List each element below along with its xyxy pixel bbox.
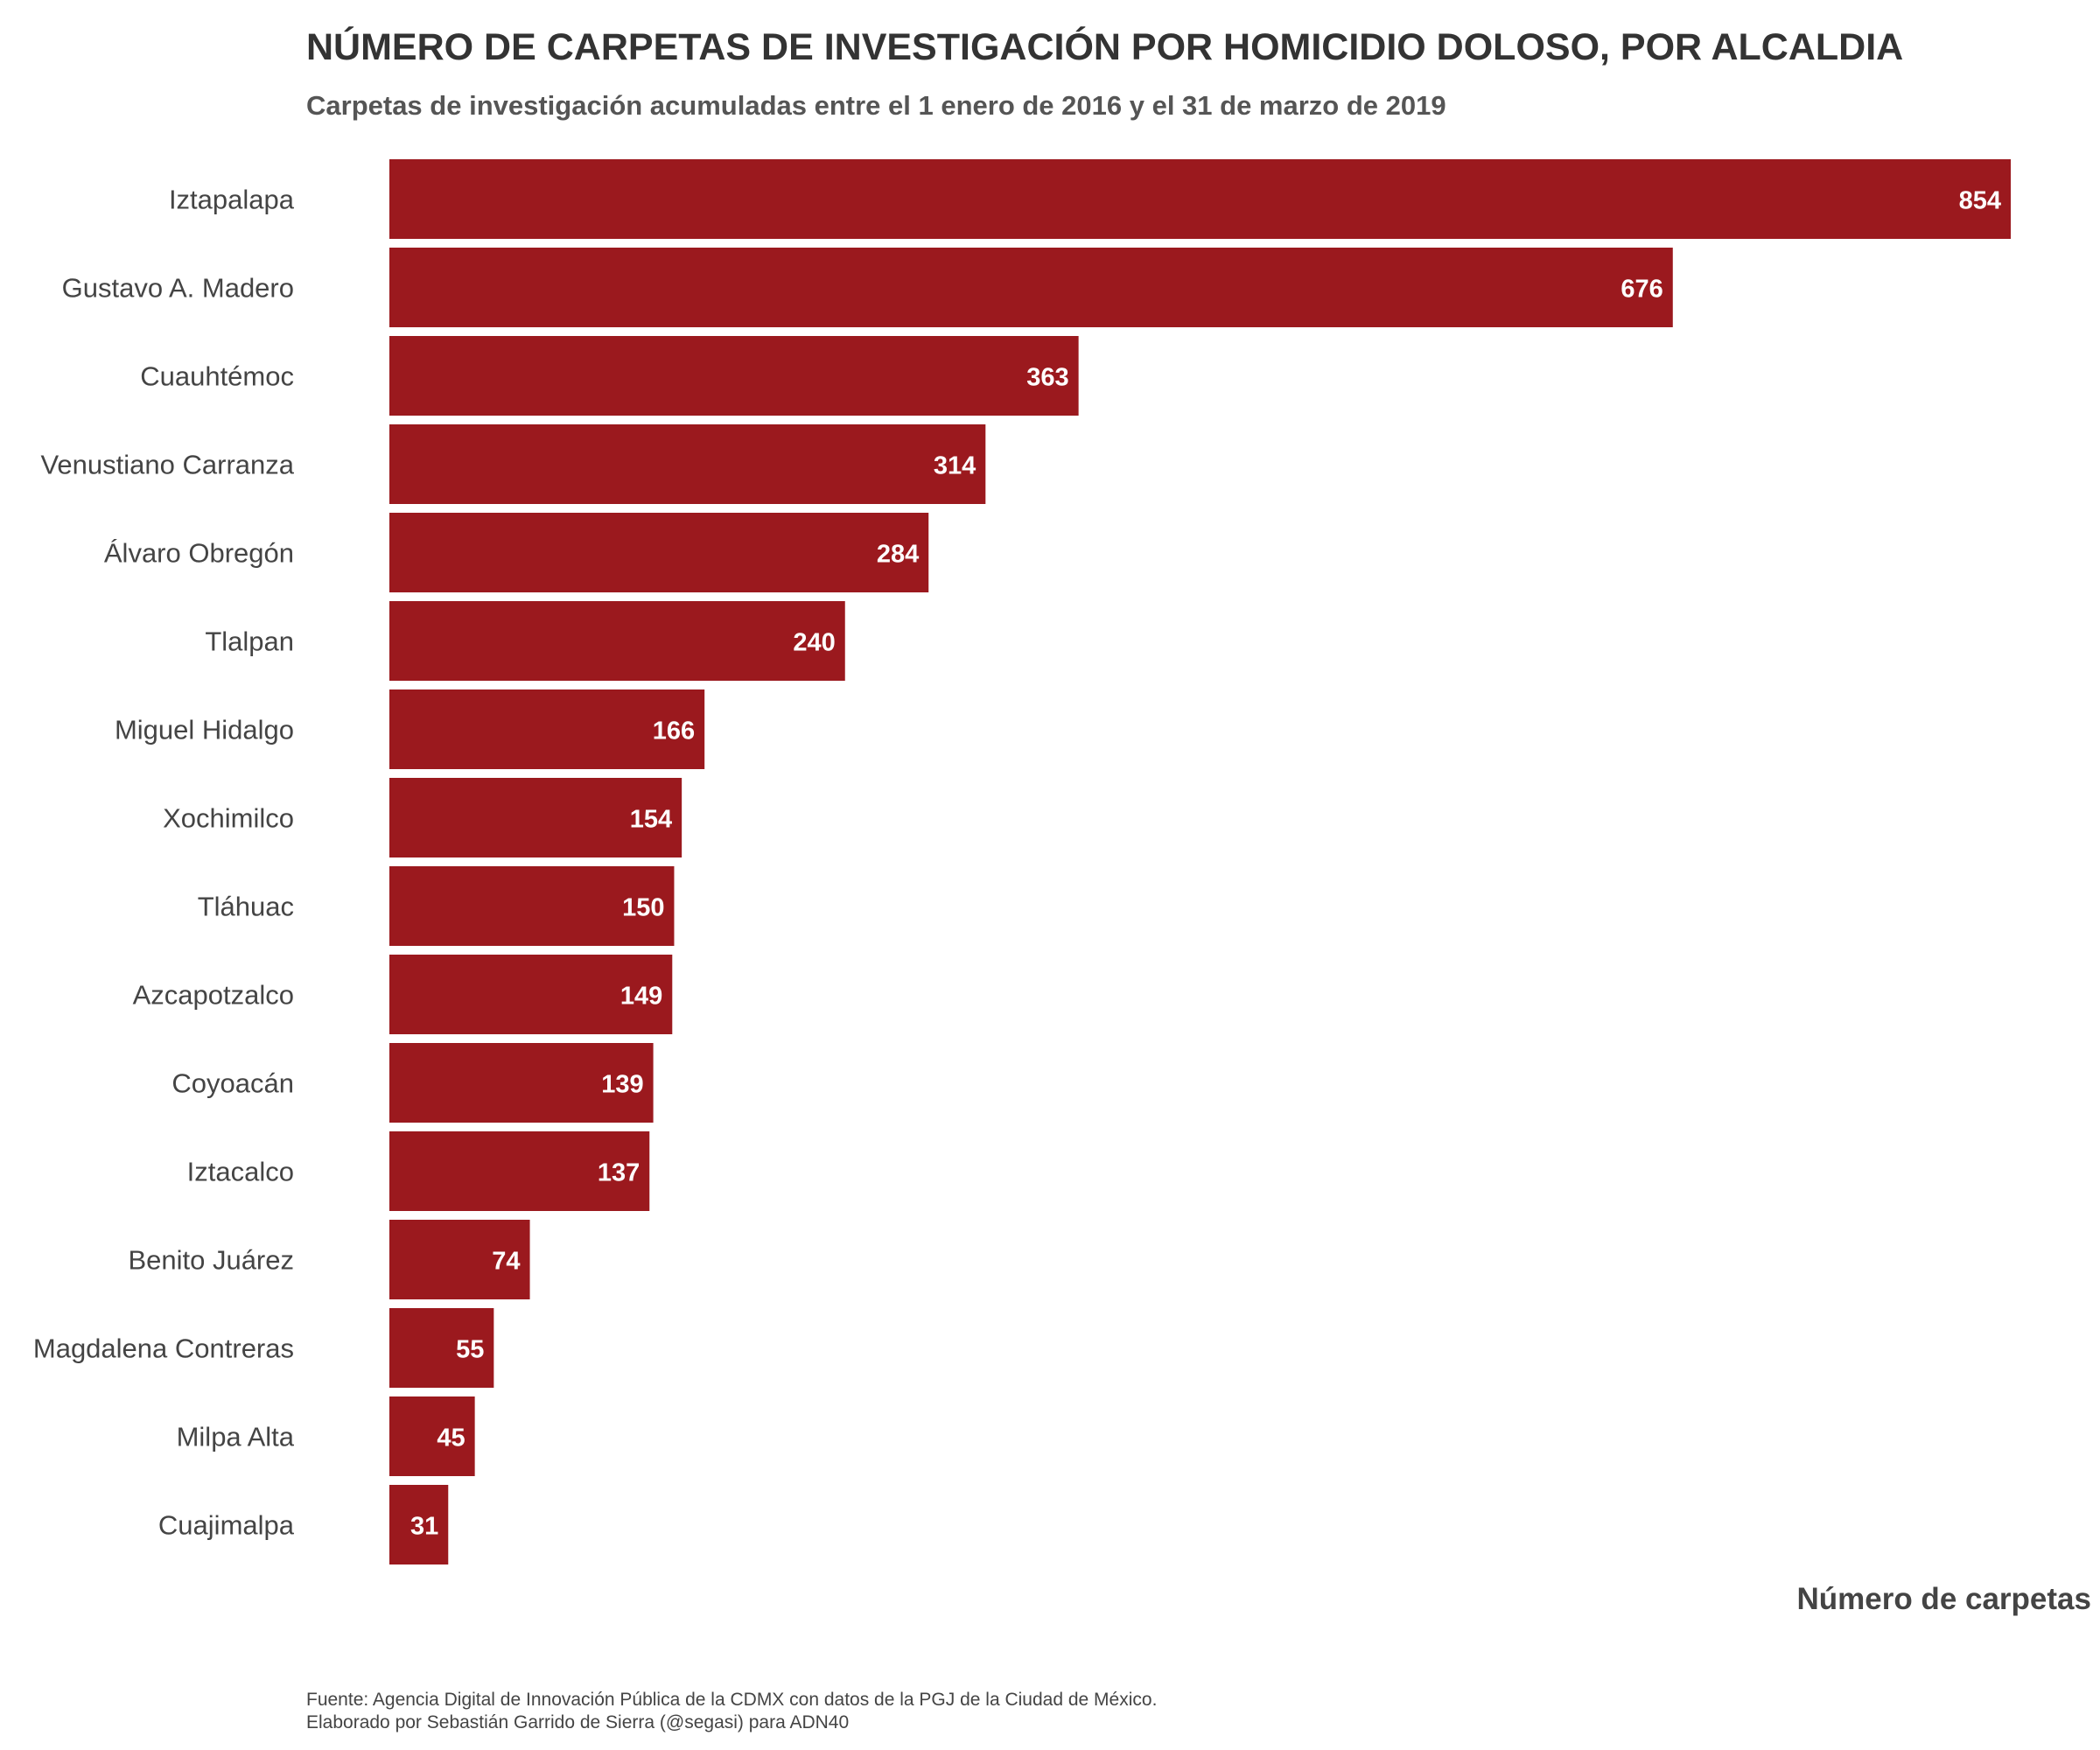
category-label-milpa-alta: Milpa Alta — [177, 1422, 295, 1452]
chart-title: NÚMERO DE CARPETAS DE INVESTIGACIÓN POR … — [306, 26, 1904, 68]
caption-credit: Elaborado por Sebastián Garrido de Sierr… — [306, 1712, 850, 1732]
chart-subtitle: Carpetas de investigación acumuladas ent… — [306, 90, 1446, 121]
value-label-miguel-hidalgo: 166 — [653, 718, 695, 746]
category-label-tlahuac: Tláhuac — [198, 892, 294, 922]
value-label-xochimilco: 154 — [630, 806, 672, 834]
bar-xochimilco — [389, 778, 682, 858]
bar-benito-juarez — [389, 1220, 530, 1299]
bar-tlahuac — [389, 866, 675, 946]
bar-alvaro-obregon — [389, 513, 929, 592]
bar-magdalena-contreras — [389, 1308, 494, 1388]
category-label-magdalena-contreras: Magdalena Contreras — [33, 1334, 294, 1364]
value-label-iztacalco: 137 — [598, 1159, 640, 1187]
category-label-venustiano-carranza: Venustiano Carranza — [40, 450, 294, 480]
category-label-miguel-hidalgo: Miguel Hidalgo — [115, 715, 294, 746]
category-label-cuajimalpa: Cuajimalpa — [158, 1510, 295, 1541]
category-label-cuauhtemoc: Cuauhtémoc — [140, 361, 294, 392]
x-axis-label: Número de carpetas — [1796, 1582, 2091, 1616]
bar-iztapalapa — [389, 159, 2011, 239]
bar-miguel-hidalgo — [389, 690, 705, 769]
value-label-alvaro-obregon: 284 — [877, 541, 919, 569]
bar-cuauhtemoc — [389, 336, 1079, 416]
value-label-iztapalapa: 854 — [1959, 187, 2001, 215]
category-label-tlalpan: Tlalpan — [205, 626, 294, 657]
value-label-venustiano-carranza: 314 — [934, 452, 976, 480]
value-label-tlalpan: 240 — [793, 629, 835, 657]
category-label-benito-juarez: Benito Juárez — [128, 1245, 294, 1276]
bar-azcapotzalco — [389, 955, 673, 1034]
value-label-tlahuac: 150 — [622, 894, 664, 922]
value-label-magdalena-contreras: 55 — [456, 1336, 484, 1364]
bar-cuajimalpa — [389, 1485, 449, 1564]
category-label-azcapotzalco: Azcapotzalco — [133, 980, 294, 1011]
category-label-coyoacan: Coyoacán — [172, 1068, 294, 1099]
bar-gustavo-a-madero — [389, 248, 1673, 327]
category-label-gustavo-a-madero: Gustavo A. Madero — [62, 273, 294, 304]
bar-milpa-alta — [389, 1396, 475, 1476]
category-label-alvaro-obregon: Álvaro Obregón — [104, 538, 294, 569]
category-label-iztacalco: Iztacalco — [187, 1157, 294, 1187]
category-label-iztapalapa: Iztapalapa — [169, 185, 295, 215]
category-label-xochimilco: Xochimilco — [163, 803, 294, 834]
bar-venustiano-carranza — [389, 424, 986, 504]
chart-caption: Fuente: Agencia Digital de Innovación Pú… — [306, 1689, 1157, 1734]
value-label-milpa-alta: 45 — [437, 1424, 465, 1452]
bar-coyoacan — [389, 1043, 654, 1123]
value-label-cuajimalpa: 31 — [410, 1513, 438, 1541]
value-label-coyoacan: 139 — [601, 1071, 643, 1099]
value-label-benito-juarez: 74 — [492, 1248, 520, 1276]
bar-tlalpan — [389, 601, 845, 681]
bar-iztacalco — [389, 1131, 650, 1211]
value-label-gustavo-a-madero: 676 — [1620, 276, 1662, 304]
value-label-cuauhtemoc: 363 — [1026, 364, 1068, 392]
value-label-azcapotzalco: 149 — [620, 983, 662, 1011]
caption-source: Fuente: Agencia Digital de Innovación Pú… — [306, 1690, 1158, 1710]
